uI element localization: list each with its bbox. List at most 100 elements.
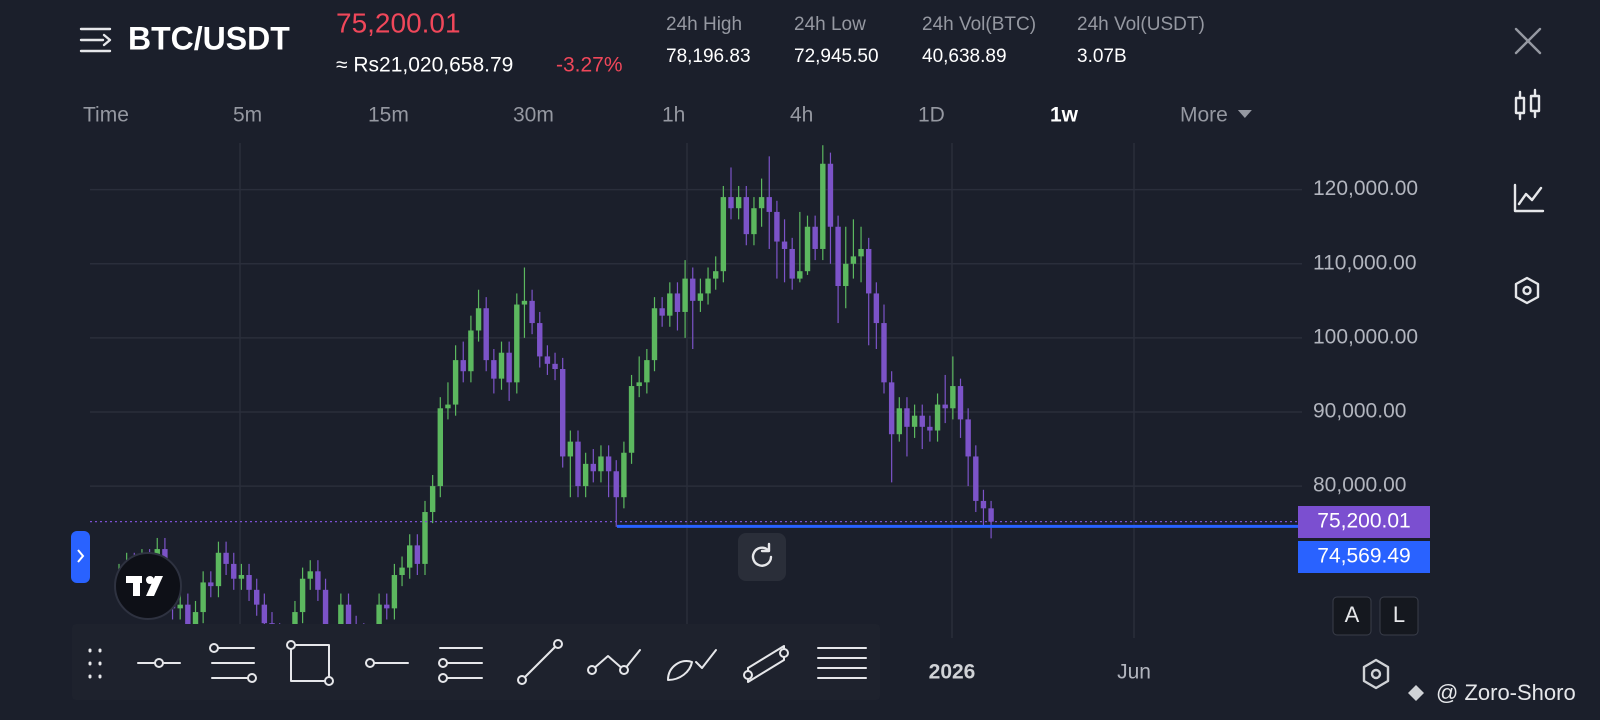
candle-body [965, 419, 971, 457]
candle-body [789, 248, 795, 279]
candle-body [582, 463, 589, 487]
timeframe-tab[interactable]: More [1180, 104, 1228, 127]
candle-body [843, 263, 849, 287]
candle-body [613, 471, 619, 498]
stat-label: 24h High [666, 14, 742, 35]
drawer-arrow [77, 549, 85, 563]
candle-body [758, 197, 765, 209]
candle-body [299, 578, 306, 613]
y-tick-label: 90,000.00 [1313, 400, 1406, 423]
candle-body [437, 408, 443, 487]
timeframe-tab[interactable]: Time [83, 104, 129, 127]
dropdown-caret [1237, 110, 1252, 118]
candle-body [950, 386, 956, 409]
candle-body [429, 486, 436, 513]
candle-body [659, 308, 665, 316]
timeframe-tab[interactable]: 5m [233, 104, 262, 127]
timeframe-tab[interactable]: 30m [513, 104, 554, 127]
candle-body [567, 441, 574, 457]
candle-body [246, 575, 252, 590]
timeframe-tab[interactable]: 1h [662, 104, 685, 127]
timeframe-tab[interactable]: 1D [918, 104, 945, 127]
candle-body [713, 271, 719, 279]
replay-button[interactable] [738, 533, 786, 581]
candle-body [215, 552, 222, 587]
candle-body [475, 308, 482, 331]
scale-button[interactable] [1379, 596, 1419, 636]
timeframe-tab[interactable]: 1w [1050, 104, 1079, 127]
candle-body [200, 582, 206, 613]
candle-body [735, 197, 742, 209]
candle-type-icon[interactable] [1514, 88, 1541, 121]
toolbar-grip[interactable] [88, 648, 102, 679]
candle-body [460, 360, 466, 372]
candle-body [529, 300, 535, 324]
tool-rectangle[interactable] [286, 640, 334, 686]
toolbar-icons [88, 639, 867, 686]
candle-body [957, 386, 964, 420]
candle-body [804, 226, 811, 272]
candle-body [452, 360, 459, 405]
candle-body [261, 604, 268, 624]
tool-channel[interactable] [743, 645, 789, 683]
candle-body [483, 308, 489, 361]
timeframe-tab[interactable]: 4h [790, 104, 813, 127]
close-button[interactable] [1514, 27, 1542, 55]
drawer-handle[interactable] [71, 531, 90, 583]
chart-settings-icon[interactable] [1362, 658, 1390, 690]
y-tick-label: 110,000.00 [1313, 251, 1417, 274]
menu-icon[interactable] [79, 27, 112, 53]
candle-body [238, 575, 245, 579]
tool-horizontal-ray[interactable] [137, 658, 181, 668]
price-change: -3.27% [556, 54, 623, 77]
candle-body [644, 360, 650, 383]
candle-body [506, 352, 512, 383]
candle-body [521, 300, 528, 305]
pair-title[interactable]: BTC/USDT [128, 20, 290, 56]
candle-body [468, 330, 474, 372]
candle-body [544, 356, 551, 364]
candle-body [223, 552, 229, 564]
candle-body [315, 571, 321, 590]
candle-body [850, 256, 857, 264]
indicator-icon[interactable] [1513, 183, 1545, 213]
stat-label: 24h Low [794, 14, 866, 35]
tool-brush[interactable] [667, 649, 717, 681]
tool-fib[interactable] [209, 643, 257, 683]
tool-horizontal-line[interactable] [365, 658, 409, 668]
candle-body [690, 278, 696, 301]
price-tag-label: 75,200.01 [1317, 510, 1410, 533]
candle-body [697, 293, 704, 301]
candle-body [743, 197, 749, 235]
scale-button-label: L [1393, 602, 1405, 627]
candle-body [858, 248, 864, 257]
candle-body [322, 589, 329, 638]
candle-body [345, 604, 352, 627]
fiat-price: ≈ Rs21,020,658.79 [336, 54, 513, 77]
tool-more[interactable] [817, 647, 867, 679]
candle-body [552, 363, 558, 370]
tool-trend-line[interactable] [517, 639, 563, 685]
candle-body [705, 278, 711, 294]
candle-body [560, 369, 566, 457]
scale-button[interactable] [1332, 596, 1372, 636]
candle-body [590, 463, 596, 472]
timeframe-tab[interactable]: 15m [368, 104, 409, 127]
tool-parallel[interactable] [438, 647, 483, 683]
price-tag [1298, 541, 1430, 573]
tool-path[interactable] [587, 649, 641, 675]
candle-body [185, 604, 191, 631]
candle-body [911, 415, 918, 427]
price-lines: 75,200.01 74,569.49 [90, 506, 1430, 573]
candle-body [934, 404, 941, 431]
candle-body [605, 456, 612, 472]
candle-body [866, 248, 872, 294]
stat-label: 24h Vol(USDT) [1077, 14, 1205, 35]
candle-body [973, 456, 979, 501]
candle-body [980, 500, 987, 509]
candle-body [827, 163, 834, 227]
candle-body [598, 456, 604, 472]
candle-body [254, 589, 260, 605]
settings-icon[interactable] [1514, 276, 1540, 305]
